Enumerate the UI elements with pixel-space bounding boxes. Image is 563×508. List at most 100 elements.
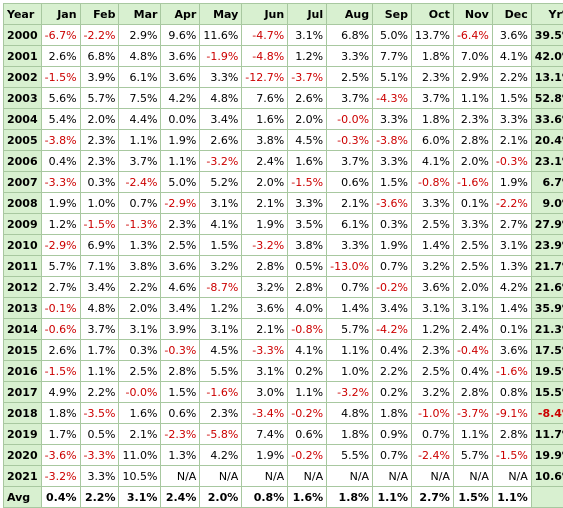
table-row: 2010-2.9%6.9%1.3%2.5%1.5%-3.2%3.8%3.3%1.… bbox=[4, 235, 563, 256]
month-return-cell: 1.8% bbox=[327, 424, 373, 445]
month-return-cell: 3.3% bbox=[327, 235, 373, 256]
month-return-cell: -3.7% bbox=[453, 403, 492, 424]
month-return-cell: 3.1% bbox=[119, 319, 161, 340]
month-return-cell: -4.3% bbox=[373, 88, 412, 109]
month-return-cell: 2.5% bbox=[411, 361, 453, 382]
month-return-cell: 0.7% bbox=[373, 256, 412, 277]
month-return-cell: 2.8% bbox=[161, 361, 200, 382]
month-return-cell: 2.6% bbox=[200, 130, 242, 151]
year-total-cell: 6.7% bbox=[531, 172, 563, 193]
month-return-cell: 2.5% bbox=[453, 235, 492, 256]
header-cell: Mar bbox=[119, 4, 161, 25]
month-return-cell: 0.3% bbox=[373, 214, 412, 235]
month-return-cell: 0.4% bbox=[373, 340, 412, 361]
month-return-cell: 2.1% bbox=[327, 193, 373, 214]
month-return-cell: 2.9% bbox=[453, 67, 492, 88]
month-return-cell: 0.3% bbox=[80, 172, 119, 193]
year-total-cell: 27.9% bbox=[531, 214, 563, 235]
month-return-cell: 6.8% bbox=[327, 25, 373, 46]
month-return-cell: 0.5% bbox=[80, 424, 119, 445]
month-return-cell: 2.3% bbox=[80, 151, 119, 172]
month-return-cell: 2.3% bbox=[200, 403, 242, 424]
month-return-cell: 3.2% bbox=[411, 256, 453, 277]
month-return-cell: 3.1% bbox=[200, 319, 242, 340]
month-return-cell: 6.1% bbox=[327, 214, 373, 235]
table-row: 2014-0.6%3.7%3.1%3.9%3.1%2.1%-0.8%5.7%-4… bbox=[4, 319, 563, 340]
month-return-cell: 2.8% bbox=[453, 130, 492, 151]
month-return-cell: 4.1% bbox=[288, 340, 327, 361]
month-return-cell: 2.8% bbox=[288, 277, 327, 298]
month-return-cell: 5.7% bbox=[453, 445, 492, 466]
month-return-cell: 5.0% bbox=[161, 172, 200, 193]
header-cell: Jul bbox=[288, 4, 327, 25]
month-return-cell: 2.8% bbox=[453, 382, 492, 403]
month-return-cell: 11.0% bbox=[119, 445, 161, 466]
month-return-cell: 7.7% bbox=[373, 46, 412, 67]
month-return-cell: 3.8% bbox=[119, 256, 161, 277]
month-return-cell: 2.3% bbox=[453, 109, 492, 130]
month-return-cell: 1.9% bbox=[41, 193, 80, 214]
month-return-cell: 1.6% bbox=[119, 403, 161, 424]
month-return-cell: N/A bbox=[373, 466, 412, 487]
month-return-cell: 5.6% bbox=[41, 88, 80, 109]
month-return-cell: -4.8% bbox=[242, 46, 288, 67]
month-return-cell: 3.2% bbox=[200, 256, 242, 277]
header-cell: Year bbox=[4, 4, 42, 25]
month-return-cell: 3.6% bbox=[492, 25, 531, 46]
month-return-cell: 2.1% bbox=[242, 319, 288, 340]
month-return-cell: 2.0% bbox=[288, 109, 327, 130]
month-return-cell: N/A bbox=[242, 466, 288, 487]
month-return-cell: -2.9% bbox=[41, 235, 80, 256]
month-return-cell: -9.1% bbox=[492, 403, 531, 424]
month-return-cell: -3.2% bbox=[242, 235, 288, 256]
header-cell: May bbox=[200, 4, 242, 25]
year-total-cell: 23.9% bbox=[531, 235, 563, 256]
month-return-cell: 7.5% bbox=[119, 88, 161, 109]
month-return-cell: 3.4% bbox=[200, 109, 242, 130]
month-return-cell: 2.7% bbox=[492, 214, 531, 235]
year-total-cell: 21.3% bbox=[531, 319, 563, 340]
month-return-cell: -8.7% bbox=[200, 277, 242, 298]
month-return-cell: 4.5% bbox=[288, 130, 327, 151]
header-cell: Yr% bbox=[531, 4, 563, 25]
month-return-cell: 1.0% bbox=[80, 193, 119, 214]
month-return-cell: 2.2% bbox=[373, 361, 412, 382]
header-cell: Feb bbox=[80, 4, 119, 25]
year-cell: 2009 bbox=[4, 214, 42, 235]
year-total-cell: 23.1% bbox=[531, 151, 563, 172]
month-return-cell: 1.4% bbox=[411, 235, 453, 256]
month-return-cell: 3.3% bbox=[80, 466, 119, 487]
month-return-cell: -3.5% bbox=[80, 403, 119, 424]
table-body: 2000-6.7%-2.2%2.9%9.6%11.6%-4.7%3.1%6.8%… bbox=[4, 25, 563, 487]
month-return-cell: -0.8% bbox=[411, 172, 453, 193]
year-cell: 2015 bbox=[4, 340, 42, 361]
month-return-cell: 3.3% bbox=[327, 46, 373, 67]
month-return-cell: -0.0% bbox=[119, 382, 161, 403]
month-return-cell: 3.4% bbox=[373, 298, 412, 319]
month-return-cell: 1.9% bbox=[242, 445, 288, 466]
month-return-cell: 0.6% bbox=[327, 172, 373, 193]
header-cell: Dec bbox=[492, 4, 531, 25]
month-return-cell: 1.3% bbox=[161, 445, 200, 466]
year-cell: 2002 bbox=[4, 67, 42, 88]
month-return-cell: 2.0% bbox=[453, 277, 492, 298]
month-return-cell: 0.7% bbox=[373, 445, 412, 466]
month-return-cell: -1.5% bbox=[492, 445, 531, 466]
month-return-cell: 2.3% bbox=[411, 67, 453, 88]
year-total-cell: 35.9% bbox=[531, 298, 563, 319]
month-return-cell: 0.1% bbox=[453, 193, 492, 214]
month-return-cell: 4.8% bbox=[80, 298, 119, 319]
month-return-cell: -3.7% bbox=[288, 67, 327, 88]
year-total-cell: 19.5% bbox=[531, 361, 563, 382]
month-return-cell: 3.4% bbox=[80, 277, 119, 298]
month-return-cell: -13.0% bbox=[327, 256, 373, 277]
month-return-cell: 1.8% bbox=[41, 403, 80, 424]
month-return-cell: 2.3% bbox=[80, 130, 119, 151]
year-total-cell: 39.5% bbox=[531, 25, 563, 46]
month-return-cell: -1.5% bbox=[41, 67, 80, 88]
month-return-cell: 3.1% bbox=[200, 193, 242, 214]
month-return-cell: 5.4% bbox=[41, 109, 80, 130]
month-return-cell: 1.5% bbox=[200, 235, 242, 256]
month-return-cell: 1.2% bbox=[200, 298, 242, 319]
